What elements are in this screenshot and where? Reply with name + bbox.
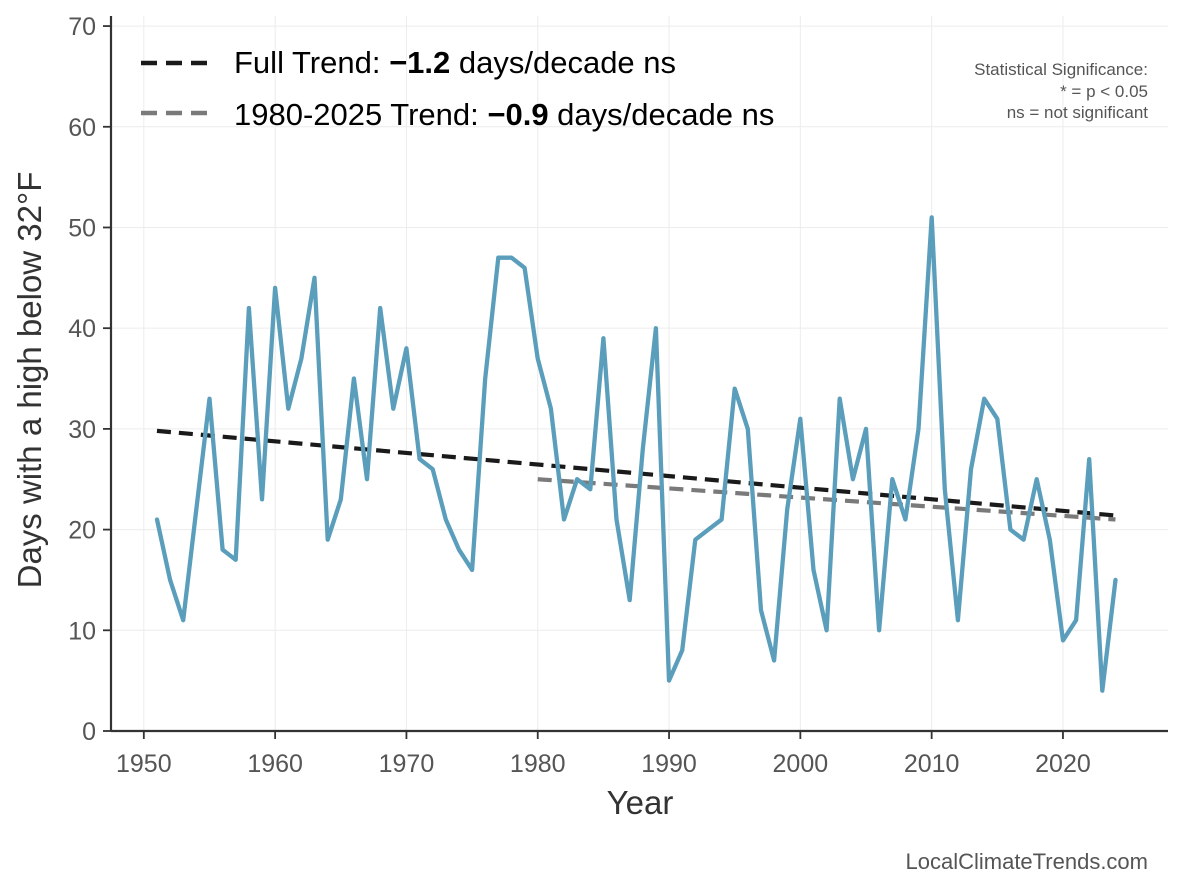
- significance-note-title: Statistical Significance:: [974, 60, 1148, 79]
- y-tick-label: 60: [68, 114, 96, 142]
- tick-labels: 0 10 20 30 40 50 60 70 1950 1960 1970 1980 1990 2000 2…: [68, 13, 1091, 778]
- x-tick-label: 2010: [904, 750, 960, 778]
- significance-note: Statistical Significance: * = p < 0.05 n…: [974, 60, 1148, 122]
- significance-note-p-value: * = p < 0.05: [1060, 82, 1148, 101]
- x-tick-label: 1950: [116, 750, 172, 778]
- axes: [103, 16, 1168, 739]
- y-axis-title: Days with a high below 32°F: [11, 172, 48, 589]
- series-line: [154, 215, 1118, 693]
- significance-note-ns: ns = not significant: [1007, 103, 1149, 122]
- legend-item-1980-2025-trend: 1980-2025 Trend: −0.9 days/decade ns: [141, 97, 774, 132]
- x-tick-label: 1960: [247, 750, 303, 778]
- legend-label-1980-2025-trend: 1980-2025 Trend: −0.9 days/decade ns: [234, 97, 774, 132]
- x-tick-label: 1980: [510, 750, 566, 778]
- source-credit: LocalClimateTrends.com: [906, 849, 1149, 874]
- legend-label-full-trend: Full Trend: −1.2 days/decade ns: [234, 45, 676, 80]
- y-tick-label: 40: [68, 315, 96, 343]
- legend: Full Trend: −1.2 days/decade ns 1980-202…: [141, 45, 774, 132]
- data-series: [154, 215, 1118, 693]
- x-tick-label: 2020: [1035, 750, 1091, 778]
- x-tick-label: 2000: [773, 750, 829, 778]
- legend-item-full-trend: Full Trend: −1.2 days/decade ns: [141, 45, 676, 80]
- y-tick-label: 30: [68, 416, 96, 444]
- trend-lines: [156, 428, 1116, 522]
- gridlines: [111, 16, 1168, 732]
- recent-trend-line: [537, 477, 1116, 522]
- y-tick-label: 50: [68, 214, 96, 242]
- x-tick-label: 1970: [379, 750, 435, 778]
- y-tick-label: 0: [82, 718, 96, 746]
- y-tick-label: 10: [68, 617, 96, 645]
- y-tick-label: 20: [68, 517, 96, 545]
- full-trend-line: [156, 428, 1116, 518]
- y-tick-label: 70: [68, 13, 96, 41]
- x-axis-title: Year: [607, 784, 674, 821]
- x-tick-label: 1990: [641, 750, 697, 778]
